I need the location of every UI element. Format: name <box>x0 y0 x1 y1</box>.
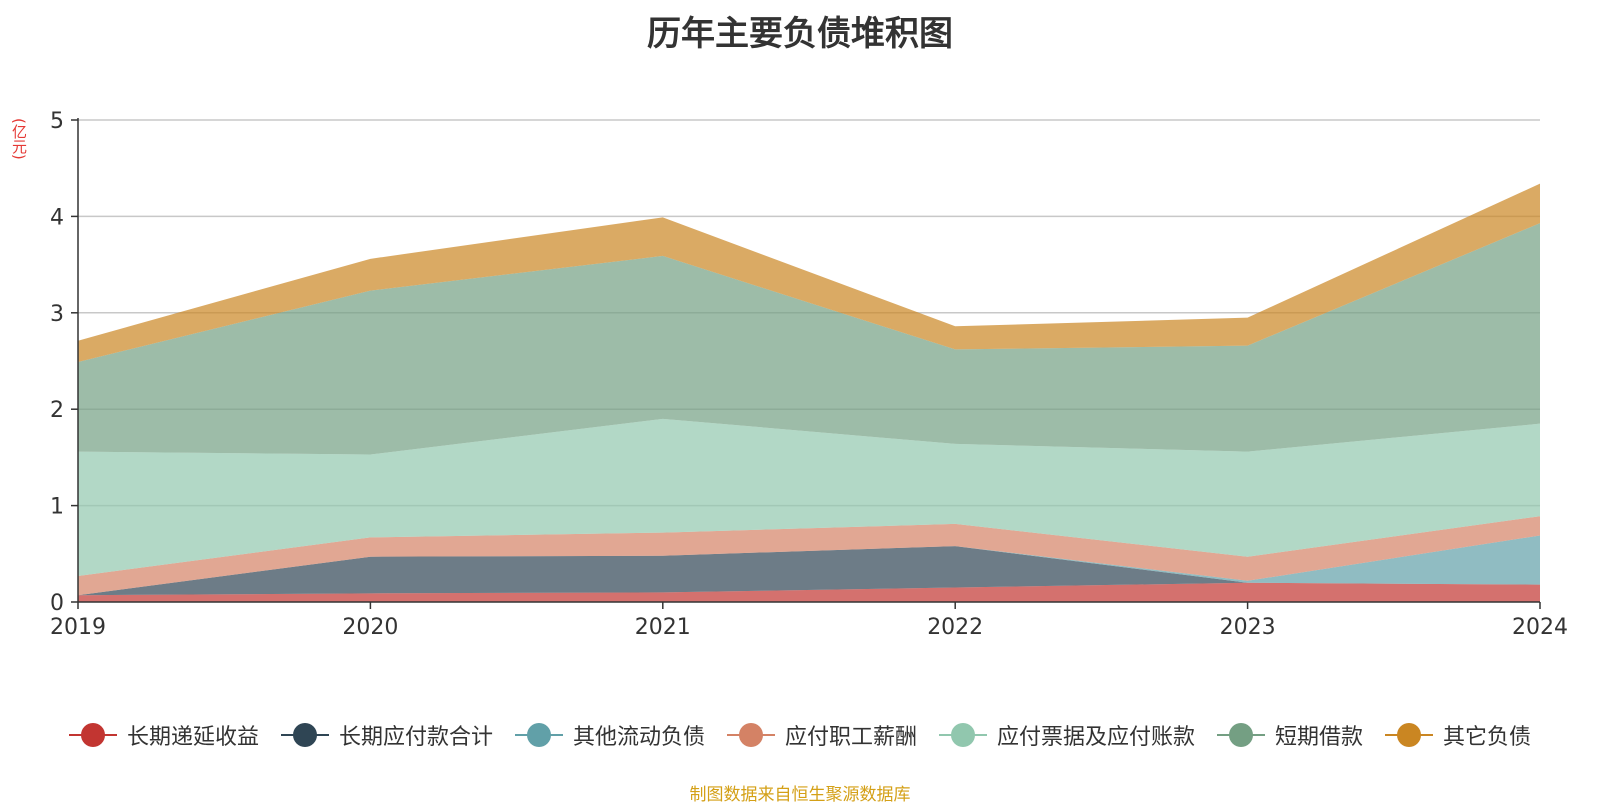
x-tick-label: 2024 <box>1512 615 1568 640</box>
area-其它负债 <box>78 183 1540 362</box>
y-tick-label: 2 <box>50 398 64 423</box>
legend-marker-icon <box>726 723 775 747</box>
area-长期递延收益 <box>78 582 1540 602</box>
y-tick-label: 5 <box>50 109 64 134</box>
legend-label: 短期借款 <box>1275 725 1364 750</box>
legend-item[interactable]: 长期应付款合计 <box>280 719 493 751</box>
legend-item[interactable]: 短期借款 <box>1217 719 1363 751</box>
y-tick-label: 1 <box>50 495 64 520</box>
y-tick-label: 4 <box>50 205 64 230</box>
legend-marker-icon <box>514 723 563 747</box>
legend-item[interactable]: 长期递延收益 <box>68 719 259 751</box>
legend-item[interactable]: 应付职工薪酬 <box>726 719 917 751</box>
y-tick-label: 3 <box>50 302 64 327</box>
legend-marker-icon <box>939 723 987 747</box>
axes: 0 1 2 3 4 5 2019 2020 2021 2022 2023 2024 <box>50 109 1568 640</box>
legend-label: 其他流动负债 <box>572 725 705 750</box>
legend-item[interactable]: 应付票据及应付账款 <box>939 719 1195 751</box>
x-tick-label: 2019 <box>50 615 106 640</box>
area-应付职工薪酬 <box>78 516 1540 596</box>
legend-item[interactable]: 其它负债 <box>1385 719 1531 751</box>
legend-label: 其它负债 <box>1443 725 1532 750</box>
legend: 长期递延收益 长期应付款合计 其他流动负债 应付职工薪酬 应付票据及应付账款 短期借款 其它… <box>0 718 1600 752</box>
area-长期应付款合计 <box>78 546 1540 596</box>
legend-marker-icon <box>68 723 117 747</box>
chart-title: 历年主要负债堆积图 <box>647 14 953 54</box>
legend-label: 应付票据及应付账款 <box>997 725 1196 750</box>
area-短期借款 <box>78 223 1540 455</box>
legend-label: 长期递延收益 <box>126 725 259 750</box>
x-tick-label: 2023 <box>1220 615 1276 640</box>
legend-label: 应付职工薪酬 <box>784 725 917 750</box>
legend-label: 长期应付款合计 <box>338 725 493 750</box>
x-tick-label: 2021 <box>635 615 691 640</box>
legend-marker-icon <box>1385 723 1434 747</box>
legend-marker-icon <box>280 723 329 747</box>
legend-item[interactable]: 其他流动负债 <box>514 719 705 751</box>
legend-marker-icon <box>1217 723 1266 747</box>
area-series <box>78 183 1540 602</box>
x-tick-label: 2022 <box>927 615 983 640</box>
data-source-note: 制图数据来自恒生聚源数据库 <box>689 785 911 805</box>
y-axis-unit: (亿元) <box>10 118 28 160</box>
x-tick-label: 2020 <box>342 615 398 640</box>
y-tick-label: 0 <box>50 591 64 616</box>
area-应付票据及应付账款 <box>78 418 1540 576</box>
